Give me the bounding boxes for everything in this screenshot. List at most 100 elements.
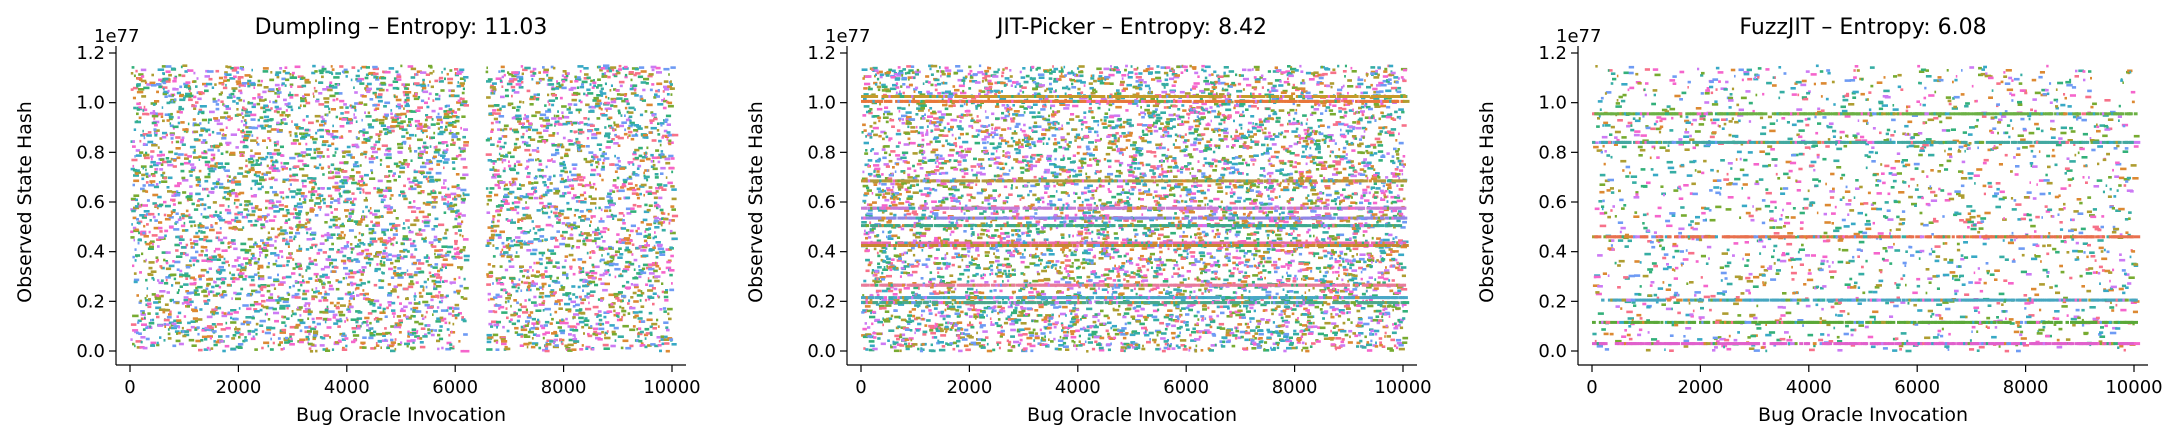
scatter-point <box>289 236 293 239</box>
scatter-point <box>230 321 237 324</box>
scatter-point <box>384 131 389 135</box>
scatter-point <box>139 139 142 143</box>
scatter-point <box>614 163 619 167</box>
scatter-point <box>154 219 158 222</box>
scatter-point <box>617 218 623 222</box>
scatter-point <box>450 94 455 97</box>
scatter-point <box>190 320 196 323</box>
scatter-point <box>163 318 170 322</box>
scatter-point <box>538 174 543 178</box>
scatter-point <box>611 330 616 334</box>
scatter-point <box>381 243 387 246</box>
scatter-point <box>555 261 560 264</box>
scatter-point <box>379 158 383 162</box>
scatter-point <box>390 290 397 293</box>
scatter-point <box>363 137 369 141</box>
scatter-point <box>551 144 558 147</box>
scatter-point <box>520 325 525 329</box>
scatter-point <box>340 259 347 263</box>
scatter-point <box>567 139 573 143</box>
scatter-point <box>454 73 459 77</box>
scatter-point <box>521 72 524 76</box>
scatter-point <box>599 323 602 326</box>
scatter-point <box>240 242 247 246</box>
scatter-point <box>431 109 436 113</box>
scatter-point <box>534 275 540 278</box>
scatter-point <box>399 250 406 253</box>
scatter-point <box>560 169 565 173</box>
scatter-point <box>582 280 585 283</box>
scatter-point <box>308 199 314 202</box>
scatter-point <box>296 308 302 311</box>
scatter-point <box>583 122 588 126</box>
scatter-point <box>598 232 602 235</box>
scatter-point <box>380 81 386 85</box>
scatter-point <box>161 65 166 68</box>
scatter-point <box>213 117 219 120</box>
scatter-point <box>533 304 538 307</box>
scatter-point <box>610 303 614 306</box>
scatter-point <box>520 126 526 129</box>
scatter-point <box>536 322 540 325</box>
scatter-point <box>185 214 191 218</box>
scatter-point <box>444 128 448 132</box>
scatter-point <box>549 290 555 294</box>
scatter-point <box>305 115 309 118</box>
scatter-point <box>148 174 151 178</box>
scatter-point <box>133 272 137 275</box>
scatter-point <box>132 96 136 100</box>
scatter-point <box>192 118 196 121</box>
scatter-point <box>189 238 192 242</box>
scatter-point <box>296 228 299 232</box>
scatter-point <box>421 161 425 165</box>
scatter-point <box>561 318 564 322</box>
scatter-point <box>390 261 394 265</box>
scatter-point <box>165 80 171 83</box>
scatter-point <box>220 152 224 155</box>
scatter-point <box>577 128 583 132</box>
scatter-point <box>184 157 189 160</box>
scatter-point <box>565 243 571 247</box>
scatter-point <box>513 116 520 119</box>
scatter-point <box>539 292 545 295</box>
scatter-point <box>592 99 598 102</box>
scatter-point <box>221 314 228 318</box>
scatter-point <box>215 107 220 111</box>
scatter-point <box>552 160 556 163</box>
scatter-point <box>551 117 557 120</box>
scatter-point <box>451 138 454 142</box>
scatter-point <box>163 282 169 285</box>
scatter-point <box>377 93 383 96</box>
scatter-point <box>310 180 317 184</box>
scatter-point <box>179 140 184 144</box>
scatter-point <box>276 169 281 173</box>
scatter-point <box>509 183 513 186</box>
scatter-point <box>444 279 448 283</box>
scatter-point <box>205 239 213 243</box>
scatter-point <box>436 317 442 320</box>
scatter-point <box>303 164 310 167</box>
scatter-point <box>377 306 382 309</box>
scatter-point <box>630 283 633 286</box>
scatter-point <box>584 284 590 287</box>
scatter-point <box>446 148 449 151</box>
scatter-point <box>420 84 427 88</box>
scatter-point <box>501 241 505 245</box>
scatter-point <box>393 162 399 166</box>
scatter-point <box>259 178 266 182</box>
scatter-point <box>570 173 577 177</box>
scatter-point <box>514 162 516 166</box>
scatter-point <box>577 183 583 186</box>
scatter-point <box>435 115 442 119</box>
scatter-point <box>598 220 605 223</box>
scatter-point <box>326 305 329 309</box>
scatter-point <box>162 92 168 96</box>
scatter-point <box>430 295 437 298</box>
scatter-point <box>613 309 616 313</box>
scatter-point <box>626 102 630 106</box>
scatter-point <box>612 190 616 193</box>
scatter-point <box>345 106 349 109</box>
scatter-point <box>460 349 464 353</box>
scatter-point <box>541 285 545 288</box>
scatter-point <box>382 115 388 119</box>
